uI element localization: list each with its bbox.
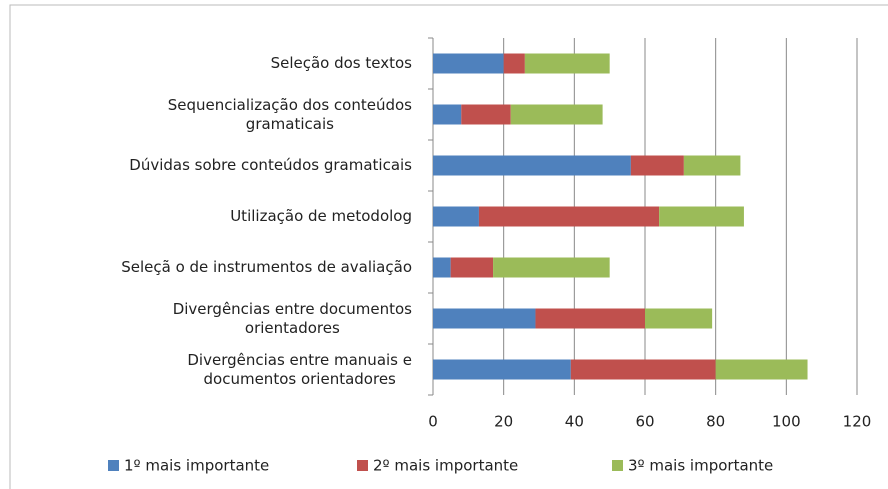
y-tick-label: Divergências entre manuais e documentos …	[187, 350, 412, 388]
bar	[570, 359, 716, 380]
bar	[659, 206, 744, 227]
legend-swatch	[612, 460, 623, 471]
legend-swatch	[357, 460, 368, 471]
y-tick-label: Sequencialização dos conteúdos gramatica…	[167, 95, 412, 133]
bar	[478, 206, 660, 227]
y-tick-label: Divergências entre documentos orientador…	[172, 299, 412, 337]
legend-label: 3º mais importante	[628, 457, 773, 475]
bar	[715, 359, 808, 380]
bar	[433, 53, 504, 74]
y-tick-label-box: Sequencialização dos conteúdos gramatica…	[168, 89, 412, 140]
bar	[510, 104, 603, 125]
bar	[433, 155, 631, 176]
x-tick-label: 120	[843, 413, 872, 431]
bar	[683, 155, 741, 176]
bar	[493, 257, 610, 278]
y-tick-label-box: Utilização de metodolog	[230, 191, 412, 242]
bar	[433, 206, 479, 227]
y-tick-label-box: Divergências entre documentos orientador…	[173, 293, 412, 344]
y-tick-label: Seleção dos textos	[270, 54, 412, 72]
y-tick-label-box: Dúvidas sobre conteúdos gramaticais	[129, 140, 412, 191]
bar	[433, 257, 451, 278]
bar	[645, 308, 713, 329]
bar	[433, 359, 571, 380]
y-tick-label: Seleçã o de instrumentos de avaliação	[121, 258, 412, 276]
bar	[503, 53, 525, 74]
y-tick-label: Utilização de metodolog	[230, 207, 412, 225]
x-tick-label: 80	[706, 413, 725, 431]
x-tick-label: 100	[772, 413, 801, 431]
x-tick-label: 60	[635, 413, 654, 431]
y-tick-label-box: Divergências entre manuais e documentos …	[187, 344, 412, 395]
x-tick-label: 20	[494, 413, 513, 431]
bar	[450, 257, 494, 278]
legend-label: 2º mais importante	[373, 457, 518, 475]
y-tick-label: Dúvidas sobre conteúdos gramaticais	[129, 156, 412, 174]
legend-label: 1º mais importante	[124, 457, 269, 475]
bar	[433, 308, 536, 329]
y-tick-label-box: Seleçã o de instrumentos de avaliação	[121, 242, 412, 293]
legend-swatch	[108, 460, 119, 471]
y-tick-label-box: Seleção dos textos	[271, 38, 412, 89]
x-tick-label: 0	[428, 413, 438, 431]
x-tick-label: 40	[565, 413, 584, 431]
bar	[524, 53, 610, 74]
frame	[9, 4, 888, 489]
bar	[630, 155, 684, 176]
bar	[535, 308, 645, 329]
bar	[461, 104, 511, 125]
bar	[433, 104, 462, 125]
